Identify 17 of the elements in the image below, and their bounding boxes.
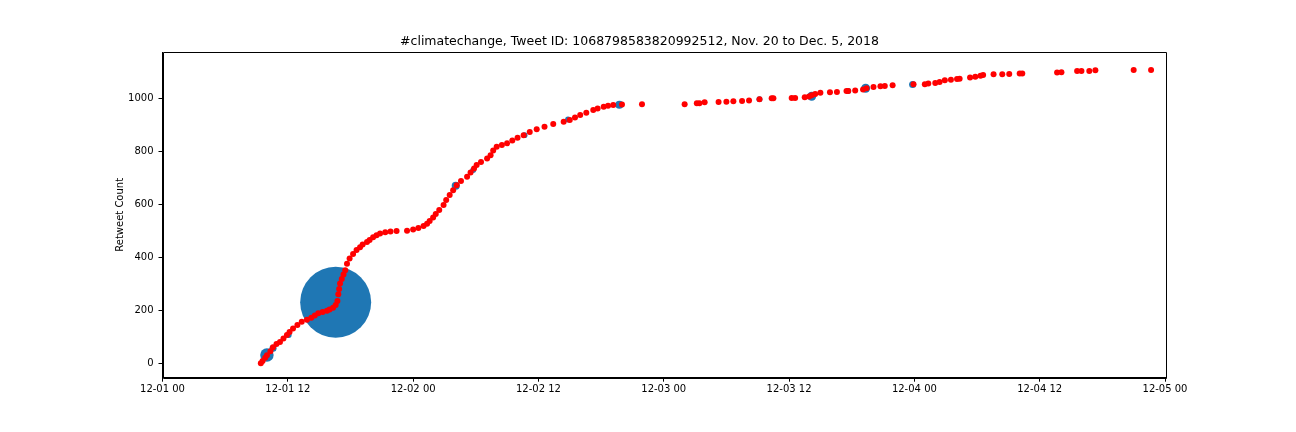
- y-tick-label: 0: [147, 356, 154, 368]
- y-tick-label: 800: [134, 144, 154, 156]
- x-tick-label: 12-03 12: [766, 383, 812, 395]
- x-tick-label: 12-01 00: [140, 383, 185, 395]
- y-tick-label: 400: [134, 250, 154, 262]
- x-tick-label: 12-04 00: [891, 383, 937, 395]
- x-tick-label: 12-01 12: [265, 383, 311, 395]
- x-tick-label: 12-02 12: [515, 383, 561, 395]
- x-tick-label: 12-04 12: [1017, 383, 1063, 395]
- x-tick-label: 12-02 00: [390, 383, 436, 395]
- x-tick-label: 12-05 00: [1142, 383, 1188, 395]
- y-axis-title: Retweet Count: [113, 177, 125, 252]
- chart-title: #climatechange, Tweet ID: 1068798583820992512, Nov. 20 to Dec. 5, 2018: [400, 32, 879, 48]
- y-tick-label: 600: [134, 197, 154, 209]
- x-tick-label: 12-03 00: [641, 383, 687, 395]
- y-tick-label: 1000: [128, 91, 154, 103]
- y-tick-label: 200: [134, 303, 154, 315]
